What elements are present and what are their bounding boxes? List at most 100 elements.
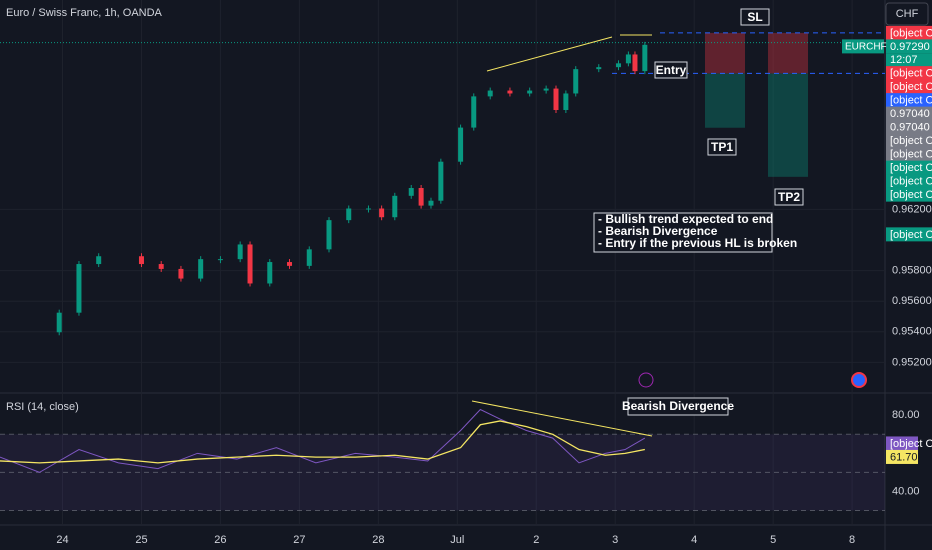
rsi-tick-label: 40.00 bbox=[892, 485, 920, 497]
rsi-tag bbox=[886, 449, 918, 464]
price-tag bbox=[886, 66, 932, 81]
rsi-tag bbox=[886, 436, 918, 451]
candle bbox=[198, 259, 204, 279]
price-tag bbox=[886, 79, 932, 94]
price-tag-label: [object Object] bbox=[890, 229, 932, 241]
candle bbox=[247, 244, 253, 284]
candle bbox=[346, 208, 352, 221]
candle bbox=[287, 262, 293, 266]
x-tick-label: 3 bbox=[612, 534, 618, 546]
price-tag bbox=[886, 39, 932, 54]
target-zone bbox=[705, 73, 745, 128]
candle bbox=[306, 249, 312, 266]
candle bbox=[471, 96, 477, 128]
price-tag-label: [object Object] bbox=[890, 95, 932, 107]
price-tag-label: 0.97040 bbox=[890, 108, 930, 120]
candle bbox=[267, 262, 273, 284]
price-tag bbox=[886, 174, 932, 189]
x-tick-label: 8 bbox=[849, 534, 855, 546]
price-tag-label: 0.97290 bbox=[890, 41, 930, 53]
rsi-tag-label: [object Object] bbox=[890, 438, 932, 450]
candle bbox=[553, 88, 559, 110]
price-tag-label: [object Object] bbox=[890, 27, 932, 39]
trade-label: SL bbox=[747, 10, 762, 24]
candle bbox=[56, 312, 62, 333]
y-tick-label: 0.95600 bbox=[892, 295, 932, 307]
currency[interactable]: CHF bbox=[896, 8, 919, 20]
trade-label: Entry bbox=[656, 63, 687, 77]
price-tag bbox=[886, 227, 932, 242]
candle bbox=[428, 200, 434, 206]
rsi-annotation: Bearish Divergence bbox=[622, 399, 734, 413]
candle bbox=[365, 208, 371, 210]
candle bbox=[625, 54, 631, 64]
marks: 24 25 26 27 28 Jul 2 3 4 5 8 0.96200 0.95800 0.95600 0… bbox=[0, 8, 932, 546]
currency-button[interactable] bbox=[885, 2, 929, 26]
annotation-frame bbox=[627, 397, 729, 416]
event-icon[interactable] bbox=[638, 372, 654, 388]
trend-line bbox=[486, 36, 613, 72]
rsi-title: RSI (14, close) bbox=[6, 401, 79, 413]
y-tick-label: 0.95800 bbox=[892, 265, 932, 277]
rsi-tick-label: 80.00 bbox=[892, 409, 920, 421]
price-tag bbox=[886, 93, 932, 108]
price-tag-label: [object Object] bbox=[890, 81, 932, 93]
note: - Entry if the previous HL is broken bbox=[598, 236, 797, 250]
candle bbox=[408, 188, 414, 196]
symbol-label: EURCHF bbox=[845, 42, 887, 53]
candle bbox=[178, 268, 184, 279]
target-zone bbox=[768, 73, 808, 177]
trade-label: TP2 bbox=[778, 190, 800, 204]
price-tag-label: [object Object] bbox=[890, 189, 932, 201]
event-icon[interactable] bbox=[851, 372, 867, 388]
candle bbox=[458, 127, 464, 162]
countdown: 12:07 bbox=[890, 54, 918, 66]
label-frame bbox=[774, 188, 804, 206]
grid bbox=[0, 0, 885, 525]
chart-title: Euro / Swiss Franc, 1h, OANDA bbox=[6, 7, 163, 19]
price-tag-label: 0.97040 bbox=[890, 122, 930, 134]
candle bbox=[379, 208, 385, 218]
x-tick-label: Jul bbox=[450, 534, 464, 546]
price-tag bbox=[886, 25, 932, 40]
candle bbox=[563, 93, 569, 110]
candle bbox=[158, 264, 164, 269]
x-tick-label: 2 bbox=[533, 534, 539, 546]
candle bbox=[527, 90, 533, 94]
price-tag-label: [object Object] bbox=[890, 162, 932, 174]
note: - Bearish Divergence bbox=[598, 224, 718, 238]
candle bbox=[418, 188, 424, 206]
price-tag bbox=[886, 133, 932, 148]
rsi-ma-line bbox=[0, 420, 645, 464]
candle bbox=[616, 63, 622, 68]
candle bbox=[392, 195, 398, 218]
y-tick-label: 0.95200 bbox=[892, 356, 932, 368]
x-tick-label: 28 bbox=[372, 534, 384, 546]
stop-zone bbox=[705, 32, 745, 74]
price-tag-label: [object Object] bbox=[890, 68, 932, 80]
price-tag-label: [object Object] bbox=[890, 176, 932, 188]
rsi-trend-line bbox=[471, 400, 653, 437]
price-tag bbox=[886, 147, 932, 162]
rsi-line bbox=[0, 408, 646, 473]
candle bbox=[487, 90, 493, 97]
candle bbox=[642, 44, 648, 72]
candle bbox=[543, 88, 549, 91]
y-tick-label: 0.95400 bbox=[892, 326, 932, 338]
x-tick-label: 5 bbox=[770, 534, 776, 546]
x-tick-label: 4 bbox=[691, 534, 697, 546]
candle bbox=[507, 90, 513, 94]
notes-frame bbox=[593, 212, 773, 253]
candle bbox=[237, 244, 243, 260]
trade-label: TP1 bbox=[711, 140, 733, 154]
stop-zone bbox=[768, 32, 808, 74]
candle bbox=[573, 69, 579, 94]
notes-box: - Bullish trend expected to end - Bearis… bbox=[593, 212, 797, 253]
candle bbox=[596, 67, 602, 70]
symbol-tag bbox=[842, 39, 884, 54]
x-tick-label: 26 bbox=[214, 534, 226, 546]
rsi-tag-label: 61.70 bbox=[890, 451, 918, 463]
candle bbox=[96, 256, 102, 265]
